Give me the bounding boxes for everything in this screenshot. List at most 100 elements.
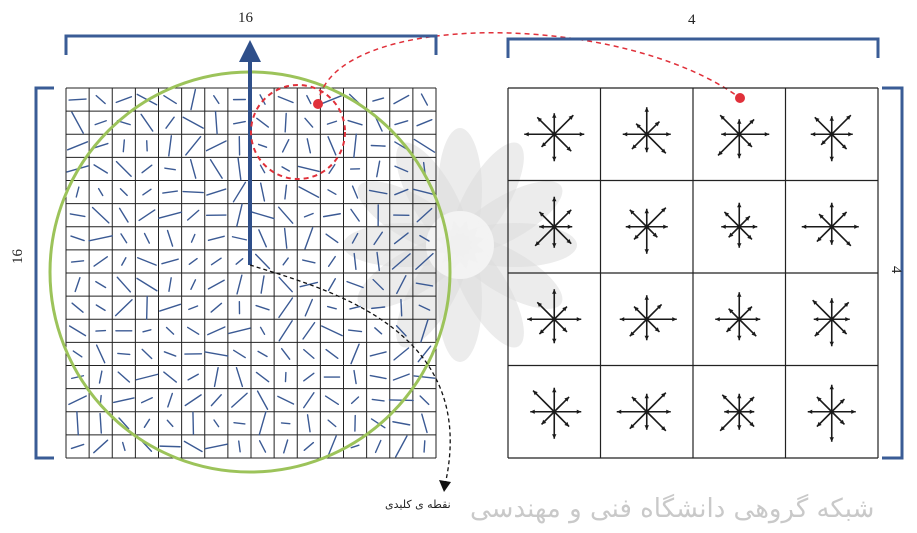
gradient-mark [162,259,178,264]
histogram-arrowhead [672,317,677,321]
gradient-mark [258,391,268,409]
gradient-mark [214,420,219,427]
gradient-mark [72,261,84,262]
histogram-arrowhead [830,157,834,162]
gradient-mark [329,279,336,291]
gradient-mark [168,393,173,406]
gradient-mark [144,419,149,427]
histogram-arrowhead [721,225,726,229]
gradient-mark [165,168,175,170]
gradient-mark [191,90,195,110]
gradient-mark [424,441,425,452]
histogram-arrowhead [663,225,668,229]
histogram-arrowhead [724,410,729,414]
histogram-cell [530,388,581,439]
gradient-mark [76,187,79,197]
gradient-mark [94,440,108,453]
histogram-arrowhead [737,336,741,341]
gradient-mark [283,140,289,152]
gradient-mark [169,136,172,156]
histogram-arrowhead [552,388,556,393]
gradient-mark [210,160,222,179]
gradient-mark [285,113,286,131]
histogram-cell [720,394,754,431]
histogram-arrowhead [552,434,556,439]
histogram-arrowhead [568,225,573,229]
gradient-mark [120,189,127,196]
gradient-mark [164,372,176,382]
histogram-arrowhead [645,107,649,112]
histogram-arrowhead [666,132,671,136]
gradient-mark [167,420,172,426]
gradient-mark [305,299,312,315]
gradient-mark [284,440,288,453]
gradient-mark [351,445,359,447]
gradient-mark [422,414,427,432]
gradient-mark [114,398,134,402]
gradient-mark [191,280,196,290]
gradient-mark [186,137,201,155]
histogram-arrowhead [737,425,741,430]
gradient-mark [326,234,338,242]
gradient-mark [303,323,315,339]
gradient-mark [256,306,269,310]
histogram-arrowhead [645,148,649,153]
gradient-mark [142,398,153,403]
highlight-connector [318,33,740,104]
gradient-mark [232,237,246,240]
watermark-text: شبکه گروهی دانشگاه فنی و مهندسی [470,494,874,524]
gradient-mark [303,260,315,263]
gradient-mark [118,353,130,354]
histogram-arrowhead [527,317,532,321]
gradient-mark [259,230,266,247]
gradient-mark [121,234,127,243]
gradient-mark [259,144,267,147]
gradient-mark [351,344,359,363]
gradient-mark [328,137,336,155]
gradient-mark [69,99,86,100]
gradient-mark [122,258,126,265]
gradient-mark [322,326,342,336]
histogram-arrowhead [530,410,535,414]
gradient-mark [239,441,240,452]
histogram-arrowhead [645,295,649,300]
gradient-mark [208,236,224,240]
gradient-mark [350,306,360,308]
gradient-mark [260,165,264,173]
histogram-cell [802,203,859,246]
gradient-mark [189,306,198,309]
gradient-mark [205,444,227,448]
gradient-mark [421,94,427,105]
histogram-arrowhead [645,336,649,341]
gradient-mark [94,165,107,173]
gradient-mark [95,121,106,125]
gradient-mark [183,192,203,193]
gradient-mark [142,349,152,358]
left-side-size-label: 16 [10,249,27,264]
gradient-mark [304,373,314,381]
gradient-mark [208,280,224,289]
gradient-mark [304,393,314,408]
histogram-arrowhead [737,292,741,297]
gradient-mark [73,351,81,357]
gradient-mark [260,441,266,452]
gradient-mark [237,204,242,226]
gradient-mark [211,303,221,312]
histogram-arrowhead [577,410,582,414]
gradient-mark [256,372,268,381]
histogram-cell [718,115,769,158]
gradient-mark [96,305,105,310]
gradient-mark [117,277,130,292]
histogram-cell [715,292,760,340]
gradient-mark [96,331,105,332]
gradient-mark [279,207,293,223]
gradient-mark [216,112,218,134]
gradient-mark [142,165,152,172]
dominant-orientation-arrow [239,40,261,265]
gradient-mark [72,303,83,312]
gradient-mark [324,214,341,217]
gradient-mark [308,415,310,432]
gradient-mark [393,374,409,380]
histogram-arrowhead [617,410,622,414]
gradient-mark [304,443,313,451]
